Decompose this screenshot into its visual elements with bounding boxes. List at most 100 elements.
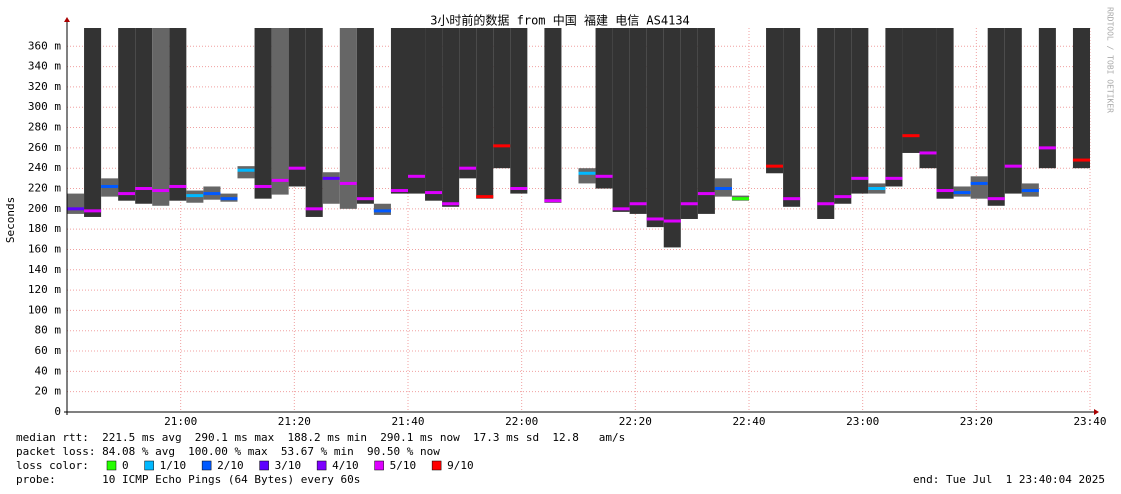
- median: [1038, 146, 1056, 150]
- smoke: [987, 28, 1005, 206]
- legend-swatch: [144, 460, 154, 471]
- smoke: [322, 172, 340, 204]
- y-tick-label: 220 m: [28, 182, 61, 195]
- legend-label: 2/10: [217, 459, 244, 472]
- median: [305, 207, 323, 211]
- median: [595, 174, 613, 178]
- median: [646, 217, 664, 221]
- median: [1021, 189, 1039, 193]
- smoke: [697, 28, 715, 214]
- y-tick-label: 100 m: [28, 303, 61, 316]
- x-tick-label: 23:20: [960, 415, 993, 428]
- legend-label: 1/10: [160, 459, 187, 472]
- y-tick-label: 240 m: [28, 161, 61, 174]
- median: [1072, 158, 1090, 162]
- smoke: [936, 28, 954, 199]
- smoke: [67, 193, 85, 214]
- median: [919, 151, 937, 155]
- median: [322, 176, 340, 180]
- smoke: [902, 28, 920, 153]
- smoke: [408, 28, 426, 194]
- y-tick-label: 40 m: [35, 364, 62, 377]
- median: [203, 192, 221, 196]
- median: [714, 187, 732, 191]
- smoke: [493, 28, 511, 169]
- legend-label: 4/10: [332, 459, 359, 472]
- smoke: [680, 28, 698, 219]
- smoke: [970, 176, 988, 199]
- median: [1004, 164, 1022, 168]
- stats-line: packet loss: 84.08 % avg 100.00 % max 53…: [16, 445, 440, 458]
- median: [970, 181, 988, 185]
- y-tick-label: 320 m: [28, 80, 61, 93]
- smoke: [169, 28, 187, 201]
- median: [237, 168, 255, 172]
- y-tick-label: 180 m: [28, 222, 61, 235]
- smoke: [1038, 28, 1056, 169]
- median: [408, 174, 426, 178]
- x-tick-label: 22:40: [732, 415, 765, 428]
- legend-label: 5/10: [390, 459, 417, 472]
- plot-area: [67, 28, 1090, 248]
- y-tick-label: 60 m: [35, 344, 62, 357]
- median: [356, 197, 374, 201]
- median: [680, 202, 698, 206]
- legend-label: 0: [122, 459, 129, 472]
- smoke: [84, 28, 102, 217]
- y-tick-label: 280 m: [28, 121, 61, 134]
- median: [936, 189, 954, 193]
- smoke: [425, 28, 443, 201]
- smoke: [152, 28, 170, 206]
- median: [271, 178, 289, 182]
- smoke: [783, 28, 801, 207]
- y-tick-label: 260 m: [28, 141, 61, 154]
- smoke: [1072, 28, 1090, 169]
- median: [663, 219, 681, 223]
- smoke: [817, 28, 835, 219]
- smoke: [1004, 28, 1022, 194]
- y-tick-label: 200 m: [28, 202, 61, 215]
- stats-line: median rtt: 221.5 ms avg 290.1 ms max 18…: [16, 431, 625, 444]
- median: [373, 209, 391, 213]
- x-tick-label: 23:00: [846, 415, 879, 428]
- median: [288, 166, 306, 170]
- median: [459, 166, 477, 170]
- smoke: [578, 168, 596, 184]
- smoke: [766, 28, 784, 174]
- chart-title: 3小时前的数据 from 中国 福建 电信 AS4134: [430, 13, 690, 28]
- smoke: [663, 28, 681, 248]
- median: [152, 189, 170, 193]
- legend-swatch: [374, 460, 384, 471]
- smoke: [834, 28, 852, 204]
- smoke: [118, 28, 136, 201]
- x-tick-label: 21:00: [164, 415, 197, 428]
- y-tick-label: 340 m: [28, 60, 61, 73]
- x-tick-label: 23:40: [1073, 415, 1106, 428]
- smoke: [356, 28, 374, 204]
- median: [851, 176, 869, 180]
- smoke: [476, 28, 494, 199]
- median: [544, 199, 562, 203]
- median: [987, 197, 1005, 201]
- median: [868, 187, 886, 191]
- smoke: [254, 28, 272, 199]
- smoke: [629, 28, 647, 214]
- y-tick-label: 80 m: [35, 324, 62, 337]
- y-tick-label: 20 m: [35, 385, 62, 398]
- median: [612, 207, 630, 211]
- median: [254, 184, 272, 188]
- legend-swatch: [106, 460, 117, 471]
- smoke: [544, 28, 562, 203]
- median: [118, 192, 136, 196]
- legend-label: 9/10: [447, 459, 474, 472]
- median: [697, 192, 715, 196]
- arrow: [64, 17, 70, 22]
- median: [834, 195, 852, 199]
- median: [442, 202, 460, 206]
- median: [339, 181, 357, 185]
- arrow: [1094, 409, 1099, 415]
- end-time: end: Tue Jul 1 23:40:04 2025: [913, 473, 1105, 486]
- smoke: [459, 28, 477, 179]
- smoke: [510, 28, 528, 194]
